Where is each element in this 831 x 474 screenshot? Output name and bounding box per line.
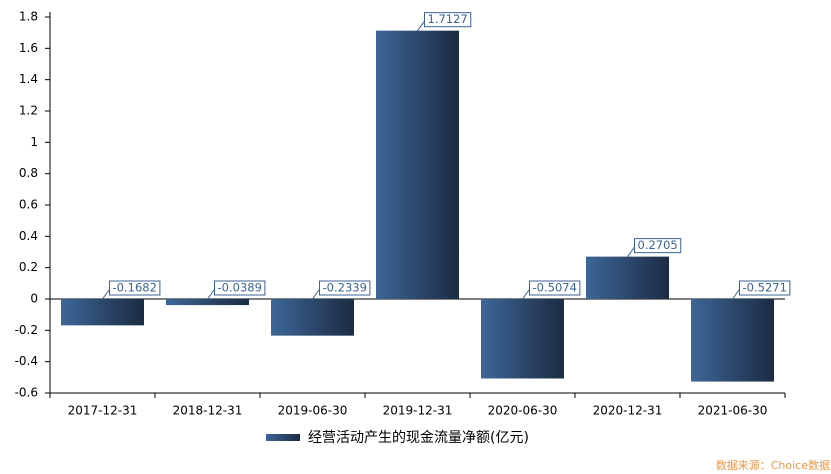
y-tick-label: 0.2 [19, 260, 38, 274]
y-tick-label: 0.6 [19, 198, 38, 212]
y-tick-label: 1.4 [19, 72, 38, 86]
value-label: -0.0389 [218, 281, 262, 295]
x-tick-label: 2019-06-30 [278, 404, 348, 418]
y-tick-label: 1 [30, 135, 38, 149]
bar [376, 30, 459, 299]
bar [271, 299, 354, 336]
legend-label: 经营活动产生的现金流量净额(亿元) [308, 430, 529, 446]
x-tick-label: 2020-06-30 [488, 404, 558, 418]
value-label: 1.7127 [428, 12, 468, 26]
value-label-box [739, 280, 791, 296]
bar [691, 299, 774, 382]
x-tick-label: 2019-12-31 [383, 404, 453, 418]
value-label-box [424, 12, 472, 28]
value-label-box [109, 280, 161, 296]
source: 数据来源：Choice数据 [716, 458, 830, 472]
y-tick-label: 0.4 [19, 229, 38, 243]
bar [61, 299, 144, 326]
value-label-box [634, 238, 682, 254]
y-tick-label: -0.6 [15, 386, 38, 400]
value-label-box [214, 280, 266, 296]
value-label: -0.5074 [533, 281, 577, 295]
y-tick-label: -0.4 [15, 354, 38, 368]
value-label-box [319, 280, 371, 296]
value-label: -0.5271 [743, 281, 787, 295]
y-tick-label: 0 [30, 292, 38, 306]
bar [481, 299, 564, 379]
x-tick-label: 2021-06-30 [698, 404, 768, 418]
y-tick-label: 1.2 [19, 104, 38, 118]
value-label-box [529, 280, 581, 296]
y-tick-label: -0.2 [15, 323, 38, 337]
legend-swatch [266, 434, 300, 441]
y-tick-label: 1.6 [19, 41, 38, 55]
x-tick-label: 2020-12-31 [593, 404, 663, 418]
bar [166, 299, 249, 306]
value-label: 0.2705 [638, 238, 678, 252]
y-tick-label: 0.8 [19, 166, 38, 180]
value-label: -0.2339 [323, 281, 367, 295]
value-label: -0.1682 [113, 281, 157, 295]
y-tick-label: 1.8 [19, 10, 38, 24]
x-tick-label: 2018-12-31 [173, 404, 243, 418]
x-tick-label: 2017-12-31 [68, 404, 138, 418]
bar [586, 256, 669, 299]
